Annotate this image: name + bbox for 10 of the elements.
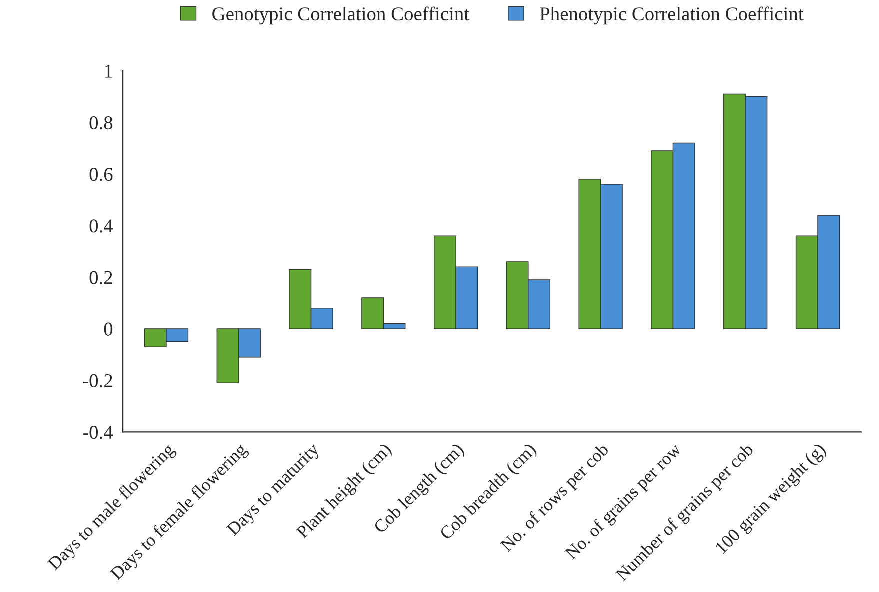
y-tick-label: 0 [104,322,113,336]
legend-label: Genotypic Correlation Coefficint [212,6,470,25]
y-tick-label: -0.2 [83,374,112,388]
y-tick-label: 0.2 [90,271,112,284]
y-tick-label: -0.4 [83,426,114,440]
y-tick-label: 0.6 [90,168,113,182]
y-tick-label: 0.8 [90,116,113,130]
y-tick-label: 1 [105,64,112,78]
legend-label: Phenotypic Correlation Coefficint [540,6,804,25]
y-tick-label: 0.4 [90,220,114,233]
